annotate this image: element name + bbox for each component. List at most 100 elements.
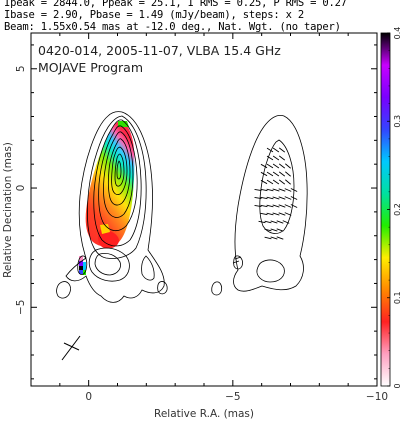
y-tick-label: 5 <box>15 65 27 72</box>
evpa-tick <box>266 147 274 153</box>
intensity-contours <box>56 111 168 303</box>
evpa-tick <box>260 204 268 208</box>
evpa-tick <box>232 260 240 264</box>
contour-lower-lobe <box>88 247 130 282</box>
pol-contour-outer <box>233 115 308 292</box>
evpa-tick <box>266 188 274 192</box>
x-axis-label: Relative R.A. (mas) <box>154 408 254 420</box>
evpa-tick <box>272 147 280 153</box>
evpa-tick <box>284 196 292 200</box>
plot-frame <box>30 32 378 387</box>
polarization-contours <box>211 115 308 296</box>
colorbar-tick-label: 0.3 <box>393 115 402 128</box>
evpa-vectors <box>232 147 298 264</box>
pol-contour-inner <box>259 139 295 234</box>
contour-9 <box>116 160 122 180</box>
evpa-tick <box>272 212 280 216</box>
evpa-tick <box>285 163 291 169</box>
evpa-tick <box>260 196 268 200</box>
evpa-tick <box>290 196 298 200</box>
evpa-tick <box>258 220 266 224</box>
axis-tick-labels: 0 −5 −10 5 0 −5 <box>15 65 388 403</box>
contour-outlier-left <box>56 281 71 299</box>
evpa-tick <box>272 188 280 192</box>
evpa-tick <box>284 188 292 192</box>
evpa-tick <box>284 204 292 208</box>
x-tick-label: 0 <box>85 391 92 403</box>
contour-lower-lobe-2 <box>94 253 121 276</box>
map-annotation-line2: MOJAVE Program <box>38 60 143 75</box>
y-tick-label: 0 <box>15 185 27 192</box>
evpa-tick <box>272 204 280 208</box>
colorbar-tick-label: 0.1 <box>393 291 402 304</box>
contour-knot <box>77 255 88 276</box>
evpa-tick <box>264 220 272 224</box>
colorbar-ticks: 0 0.1 0.2 0.3 0.4 <box>387 27 402 389</box>
fpol-top-green <box>118 121 129 127</box>
evpa-tick <box>260 212 268 216</box>
pol-contour-small <box>233 255 243 270</box>
contour-6 <box>107 138 131 206</box>
header-line-1: Ipeak = 2844.0, Ppeak = 25.1, I RMS = 0.… <box>4 0 347 9</box>
evpa-tick <box>266 212 274 216</box>
x-tick-label: −10 <box>366 391 388 403</box>
evpa-tick <box>284 212 292 216</box>
evpa-tick <box>278 171 286 177</box>
evpa-tick <box>260 179 268 185</box>
evpa-tick <box>254 205 262 207</box>
header-line-3: Beam: 1.55x0.54 mas at -12.0 deg., Nat. … <box>4 21 341 33</box>
evpa-tick <box>278 196 286 200</box>
evpa-tick <box>278 204 286 208</box>
x-tick-label: −5 <box>225 391 240 403</box>
evpa-tick <box>272 171 280 177</box>
evpa-tick <box>270 236 278 240</box>
contour-3 <box>93 119 142 247</box>
evpa-tick <box>254 189 262 191</box>
contour-8 <box>114 153 125 187</box>
evpa-tick <box>260 171 268 177</box>
fpol-green-spot <box>100 224 110 234</box>
evpa-tick <box>276 236 284 240</box>
contour-7 <box>111 146 128 195</box>
axis-ticks <box>30 33 378 386</box>
evpa-tick <box>266 171 274 177</box>
contour-outlier-right <box>157 281 168 295</box>
contour-4 <box>98 125 138 232</box>
beam-cross <box>61 335 81 361</box>
evpa-tick <box>272 163 280 169</box>
fpol-lower-patch <box>97 229 119 249</box>
evpa-tick <box>266 155 274 161</box>
evpa-tick <box>272 196 280 200</box>
evpa-tick <box>278 163 286 169</box>
colorbar-tick-label: 0.4 <box>393 27 402 40</box>
evpa-tick <box>290 204 298 208</box>
evpa-tick <box>270 220 278 224</box>
evpa-tick <box>282 220 290 224</box>
contour-5 <box>103 131 134 218</box>
contour-right-wing <box>141 255 155 281</box>
evpa-tick <box>260 163 268 169</box>
map-annotation-line1: 0420-014, 2005-11-07, VLBA 15.4 GHz <box>38 43 281 58</box>
evpa-tick <box>266 196 274 200</box>
evpa-tick <box>264 236 272 240</box>
contour-outer <box>65 111 165 303</box>
evpa-tick <box>266 179 274 185</box>
evpa-tick <box>234 256 242 260</box>
evpa-tick <box>276 220 284 224</box>
pol-contour-lower <box>256 259 285 283</box>
evpa-tick <box>278 212 286 216</box>
header-line-2: Ibase = 2.90, Pbase = 1.49 (mJy/beam), s… <box>4 9 304 21</box>
colorbar-tick-label: 0.2 <box>393 203 402 216</box>
contour-2 <box>87 115 147 259</box>
evpa-tick <box>270 228 278 232</box>
evpa-tick <box>266 163 274 169</box>
evpa-tick <box>272 179 280 185</box>
evpa-tick <box>254 197 262 199</box>
evpa-tick <box>290 188 298 192</box>
colorbar-tick-label: 0 <box>393 383 402 388</box>
evpa-tick <box>272 155 280 161</box>
evpa-tick <box>285 171 291 177</box>
evpa-tick <box>278 188 286 192</box>
evpa-tick <box>285 179 291 185</box>
